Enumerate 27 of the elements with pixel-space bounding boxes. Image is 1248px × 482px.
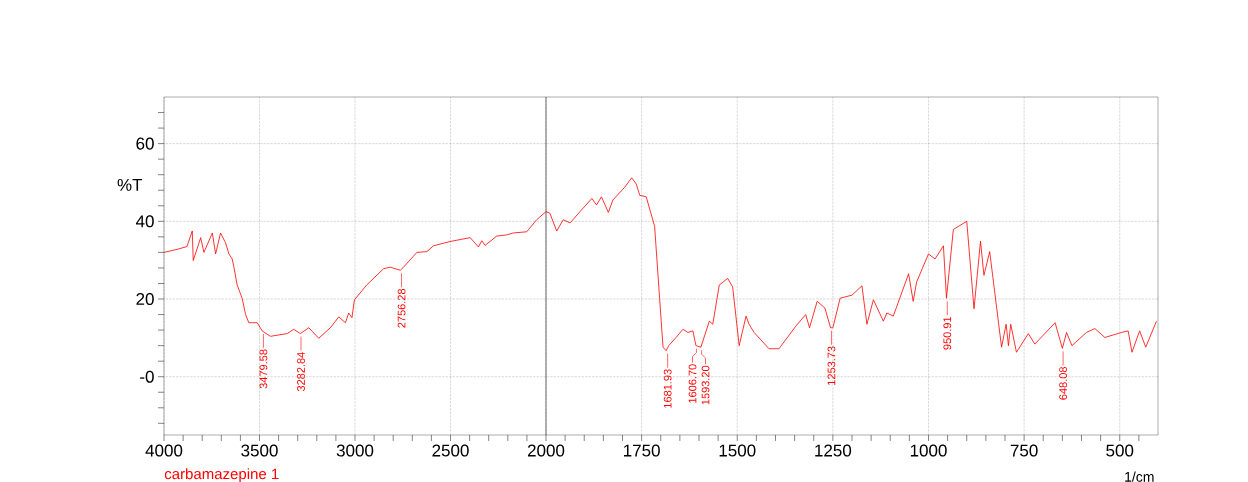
x-tick-label: 3500: [241, 444, 278, 457]
x-tick-label: 500: [1106, 444, 1134, 457]
annotation: 648.08: [1059, 367, 1067, 400]
x-tick-label: 3000: [336, 444, 374, 457]
x-tick-label: 2000: [527, 444, 565, 457]
annotation: 1606.70: [688, 364, 697, 403]
y-axis-title: %T: [117, 178, 143, 191]
y-tick-label: -0: [140, 370, 154, 383]
annotation: 1253.73: [827, 346, 836, 385]
x-tick-label: 1750: [624, 444, 660, 457]
annotation: 3282.84: [297, 352, 305, 392]
annotation: 1681.93: [663, 369, 672, 408]
text: carbamazepine 1: [164, 468, 279, 482]
y-tick-label: 40: [135, 215, 154, 228]
x-axis-title: 1/cm: [1125, 471, 1154, 482]
y-tick-label: 60: [136, 137, 154, 150]
annotation: 950.91: [943, 316, 952, 350]
x-tick-label: 2500: [432, 444, 469, 457]
x-tick-label: 4000: [145, 444, 183, 457]
annotation: 1593.20: [701, 365, 710, 405]
annotation: 3479.58: [259, 349, 268, 389]
x-tick-label: 1250: [815, 444, 852, 457]
y-tick-label: 20: [136, 292, 154, 306]
x-tick-label: 750: [1010, 444, 1038, 457]
annotation: 2756.28: [397, 288, 406, 328]
x-tick-label: 1000: [910, 444, 947, 457]
x-tick-label: 1500: [719, 444, 756, 457]
